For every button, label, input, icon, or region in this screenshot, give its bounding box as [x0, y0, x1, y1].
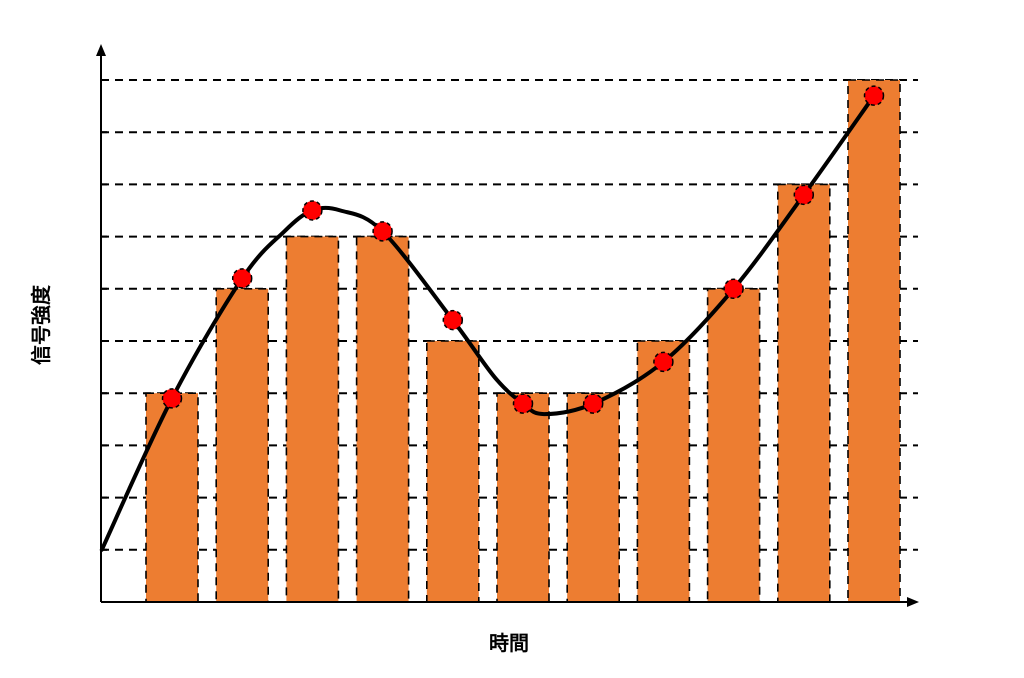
bar — [706, 287, 761, 603]
bar — [566, 392, 621, 603]
data-point — [793, 184, 815, 206]
data-point — [231, 268, 253, 289]
data-point — [653, 351, 674, 373]
data-point — [442, 309, 464, 331]
y-axis-title: 信号強度 — [29, 284, 53, 365]
x-axis-title: 時間 — [489, 631, 529, 655]
bar — [215, 287, 269, 603]
data-point — [372, 221, 393, 242]
bar — [145, 392, 199, 603]
bar — [776, 183, 831, 603]
bar — [285, 235, 340, 603]
data-point — [582, 393, 604, 414]
y-axis-arrow — [96, 44, 106, 56]
bars — [145, 79, 901, 603]
data-point — [161, 388, 183, 409]
axes — [96, 44, 919, 607]
data-point — [723, 278, 744, 300]
bar — [496, 392, 550, 603]
data-point — [302, 200, 323, 221]
bar — [636, 340, 691, 603]
data-point — [512, 393, 534, 414]
bar — [355, 235, 410, 603]
bar — [847, 79, 901, 603]
data-point — [863, 85, 885, 106]
bar — [425, 340, 480, 603]
markers — [161, 85, 885, 414]
x-axis-arrow — [907, 597, 919, 607]
